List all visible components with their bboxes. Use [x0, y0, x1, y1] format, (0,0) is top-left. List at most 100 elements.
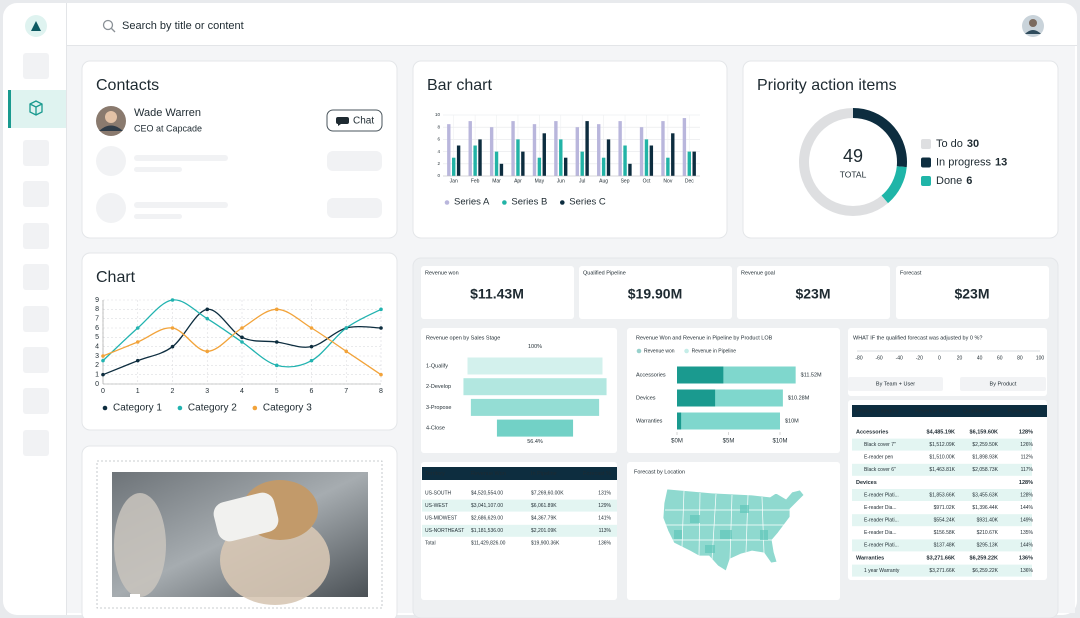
bar [563, 157, 568, 176]
filter-button[interactable] [848, 377, 943, 391]
search-input[interactable]: Search by title or content [122, 20, 244, 32]
logo-mark [31, 21, 41, 31]
chat-button-label: Chat [353, 116, 374, 127]
table-cell: 131% [598, 490, 611, 496]
contact-role: CEO at Capcade [134, 123, 202, 133]
point [170, 344, 175, 349]
funnel-value-label: 56.4% [527, 439, 543, 445]
table-row-stripe [422, 499, 617, 512]
chat-icon [336, 117, 349, 126]
table-cell: 1 year Warranty [864, 568, 900, 574]
legend-value: 6 [966, 175, 972, 187]
table-group-cell: 128% [1019, 480, 1033, 486]
slider-tick-label: 40 [977, 355, 983, 361]
table-group-cell: $6,159.60K [970, 429, 998, 435]
legend-label: Series A [454, 197, 490, 208]
legend-marker [921, 139, 931, 149]
table-header [852, 405, 1047, 417]
filter-button[interactable] [960, 377, 1046, 391]
skeleton-line [134, 155, 228, 161]
x-tick-label: Jul [579, 178, 585, 184]
filter-button-label: By Team + User [876, 381, 915, 387]
bar [601, 157, 606, 176]
point [309, 344, 314, 349]
table-total-cell: $11,429,826.00 [471, 541, 506, 547]
table-cell: $2,259.50K [972, 442, 998, 448]
point [135, 340, 140, 344]
table-cell: $3,455.63K [972, 492, 998, 498]
point [274, 340, 279, 344]
y-tick-label: 0 [437, 173, 440, 178]
nav-item [23, 140, 49, 166]
image-figure [114, 493, 166, 597]
nav-item [23, 181, 49, 207]
table-header-cell: Qualified P. [963, 408, 991, 414]
point [240, 335, 244, 340]
table-cell: $3,041,107.00 [471, 503, 503, 509]
bar [473, 145, 477, 176]
table-cell: $1,463.81K [929, 467, 955, 473]
x-tick-label: Apr [514, 178, 522, 184]
x-tick-label: 6 [310, 388, 314, 395]
table-cell: $4,367.79K [531, 516, 557, 522]
legend-marker [252, 405, 258, 411]
table-cell: 144% [1020, 543, 1033, 549]
table-cell: 141% [598, 516, 611, 522]
table-cell: US-MIDWEST [425, 516, 457, 522]
point [205, 307, 210, 312]
funnel-stage: 1-Qualify [426, 363, 448, 369]
legend-label: Done [936, 175, 962, 187]
panel-title: Revenue Won and Revenue in Pipeline by P… [636, 335, 773, 341]
state-border [729, 494, 733, 560]
slider-tick-label: -80 [855, 355, 862, 361]
image-caption-tag [130, 594, 140, 598]
bar [468, 121, 472, 176]
table-header-cell: Forecast % [1008, 408, 1036, 414]
skeleton-avatar [96, 146, 126, 176]
funnel-bar [470, 398, 600, 416]
bar [575, 127, 580, 176]
y-tick-label: 10 [435, 112, 441, 117]
x-tick-label: May [535, 178, 545, 184]
legend-label: Series B [511, 197, 547, 208]
chat-button[interactable] [326, 109, 383, 132]
table-cell: $6,259.22K [972, 568, 998, 574]
bar [516, 139, 520, 176]
table-total-cell: Total [425, 541, 436, 547]
y-tick-label: Warranties [636, 418, 663, 424]
y-tick-label: 6 [437, 137, 440, 142]
table-cell: $931.40K [977, 518, 999, 524]
state [760, 530, 768, 540]
bar [677, 389, 716, 407]
kpi-value: $19.90M [628, 286, 682, 302]
table-row-stripe [852, 463, 1032, 476]
bar [511, 121, 515, 176]
table-cell: $7,269,60.00K [531, 490, 564, 496]
y-tick-label: 4 [437, 149, 440, 154]
x-tick-label: Dec [685, 178, 694, 184]
table-cell: 144% [1020, 505, 1033, 511]
y-tick-label: 6 [95, 325, 99, 332]
table-cell: 128% [1020, 492, 1033, 498]
table-cell: Black cover 7" [864, 442, 896, 448]
card [81, 60, 398, 239]
table-cell: $2,058.73K [972, 467, 998, 473]
table-header-cell: Forecast % [583, 471, 611, 477]
bar [628, 163, 632, 176]
legend-marker [921, 176, 931, 186]
state [740, 505, 749, 513]
y-tick-label: 4 [95, 344, 99, 351]
point [344, 326, 349, 330]
table-cell: E-reader Plati... [864, 518, 899, 524]
point [344, 349, 349, 354]
legend-label: Category 3 [263, 403, 312, 414]
bar [677, 412, 780, 430]
table-cell: $295.13K [977, 543, 999, 549]
y-tick-label: 8 [437, 124, 440, 129]
table-cell: US-SOUTH [425, 490, 452, 496]
kpi-card [737, 266, 890, 319]
nav-item [23, 53, 49, 79]
legend-marker [502, 200, 507, 205]
bar [692, 151, 696, 176]
bar [537, 157, 542, 176]
